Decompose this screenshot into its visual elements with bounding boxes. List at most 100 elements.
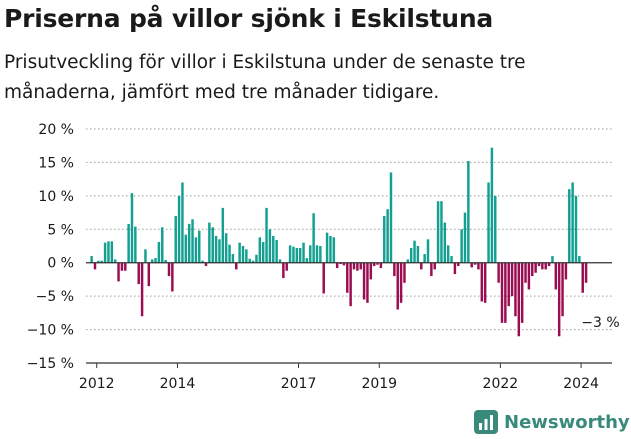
bar [298, 248, 302, 263]
y-tick-label: −5 % [36, 289, 74, 305]
bar [312, 213, 315, 263]
bar [393, 262, 396, 277]
bar [325, 232, 329, 263]
bar [208, 222, 211, 263]
bar [305, 258, 309, 263]
bar [487, 182, 490, 263]
bar [184, 234, 188, 263]
bar [366, 262, 369, 303]
bar [352, 262, 356, 270]
bar [541, 262, 544, 270]
bar [420, 262, 423, 270]
bar [174, 215, 177, 263]
bar [497, 262, 500, 283]
bar [255, 254, 258, 263]
x-tick-label: 2024 [563, 376, 599, 392]
bar [581, 262, 584, 293]
bar [329, 235, 332, 263]
bar [235, 262, 238, 270]
bar [147, 262, 151, 287]
bar [231, 254, 235, 263]
bar [356, 262, 359, 271]
newsworthy-logo-icon [474, 410, 498, 434]
bar [201, 260, 204, 263]
bar [510, 262, 514, 297]
bar [386, 209, 389, 263]
bar [171, 262, 174, 292]
bar [272, 235, 275, 263]
bar [228, 244, 231, 263]
bar [275, 239, 278, 263]
bar [332, 237, 336, 263]
bar [278, 259, 282, 263]
bar [524, 262, 527, 283]
bar [137, 262, 140, 285]
bar [107, 241, 110, 263]
bar [430, 262, 433, 277]
bar [527, 262, 531, 290]
bar [399, 262, 403, 303]
bar [177, 195, 181, 263]
y-tick-label: 0 % [47, 256, 74, 272]
last-value-annotation: −3 % [581, 315, 619, 331]
bar [453, 262, 457, 275]
bar [198, 230, 201, 263]
bar [268, 229, 272, 263]
bar [470, 262, 473, 268]
bar [494, 195, 497, 263]
y-tick-label: 10 % [38, 189, 74, 205]
bar [117, 262, 120, 282]
bar [561, 262, 564, 317]
bar [224, 233, 228, 263]
bar [443, 222, 447, 263]
bar [292, 246, 295, 263]
y-tick-label: 15 % [38, 155, 74, 171]
bar [504, 262, 507, 323]
bar [342, 262, 346, 266]
bar [214, 235, 218, 263]
bar [124, 262, 127, 271]
bar [245, 249, 248, 263]
bar [100, 260, 103, 263]
bars [90, 147, 588, 337]
x-tick-label: 2019 [361, 376, 397, 392]
bar [238, 242, 241, 263]
bar [551, 256, 554, 263]
bar [568, 189, 571, 263]
bar [204, 262, 208, 267]
bar [241, 246, 245, 263]
bar [93, 262, 97, 270]
bar [514, 262, 517, 317]
bar [154, 258, 157, 263]
bar [440, 201, 443, 263]
bar [90, 256, 93, 263]
bar [218, 239, 221, 263]
bar [248, 258, 251, 263]
bar [544, 262, 547, 270]
y-grid [86, 128, 612, 364]
x-tick-label: 2017 [281, 376, 317, 392]
x-tick-label: 2022 [483, 376, 519, 392]
bar [113, 259, 117, 263]
newsworthy-logo-text: Newsworthy [504, 411, 630, 433]
bar [194, 237, 198, 263]
bar [127, 223, 130, 263]
bar [446, 245, 450, 263]
bar [396, 262, 399, 310]
bar [416, 246, 420, 263]
bar [315, 245, 319, 263]
bar [221, 207, 225, 263]
bar [258, 237, 262, 263]
bar [433, 262, 436, 270]
bar [379, 262, 383, 269]
bar [547, 262, 551, 267]
bar [426, 239, 430, 263]
bar [309, 245, 312, 263]
bar [403, 262, 406, 283]
chart-title: Priserna på villor sjönk i Eskilstuna [4, 4, 494, 33]
bar [507, 262, 510, 307]
bar [436, 201, 440, 263]
bar [490, 147, 494, 263]
bar [372, 262, 376, 267]
x-tick-label: 2012 [79, 376, 115, 392]
